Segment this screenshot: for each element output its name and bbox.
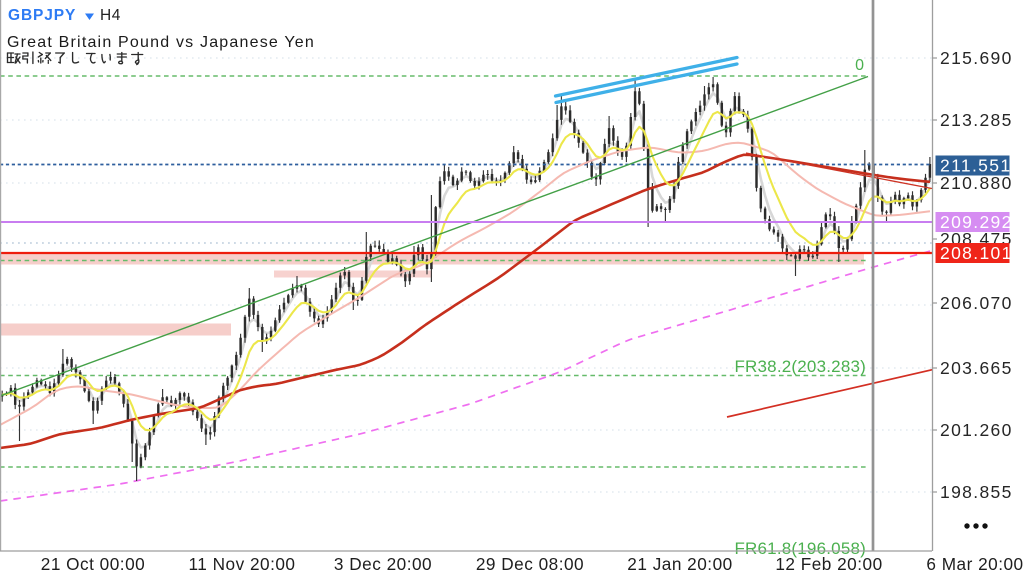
svg-text:203.665: 203.665 bbox=[940, 358, 1013, 378]
svg-text:201.260: 201.260 bbox=[940, 420, 1013, 440]
svg-text:12 Feb 20:00: 12 Feb 20:00 bbox=[775, 554, 882, 574]
svg-text:211.551: 211.551 bbox=[940, 156, 1011, 176]
svg-text:6 Mar 20:00: 6 Mar 20:00 bbox=[926, 554, 1023, 574]
svg-text:213.285: 213.285 bbox=[940, 110, 1013, 130]
svg-text:21 Oct 00:00: 21 Oct 00:00 bbox=[41, 554, 145, 574]
svg-text:198.855: 198.855 bbox=[940, 482, 1013, 502]
svg-text:GBPJPY: GBPJPY bbox=[8, 7, 76, 24]
svg-text:Great Britain Pound vs Japanes: Great Britain Pound vs Japanese Yen bbox=[7, 34, 315, 51]
svg-text:206.070: 206.070 bbox=[940, 293, 1013, 313]
svg-text:0: 0 bbox=[855, 57, 864, 74]
svg-text:208.101: 208.101 bbox=[940, 243, 1013, 263]
svg-text:215.690: 215.690 bbox=[940, 48, 1013, 68]
svg-text:3 Dec 20:00: 3 Dec 20:00 bbox=[334, 554, 432, 574]
svg-text:FR38.2(203.283): FR38.2(203.283) bbox=[734, 357, 866, 376]
svg-text:H4: H4 bbox=[100, 7, 121, 24]
svg-text:29 Dec 08:00: 29 Dec 08:00 bbox=[476, 554, 584, 574]
svg-text:11 Nov 20:00: 11 Nov 20:00 bbox=[189, 554, 296, 574]
svg-text:FR61.8(196.058): FR61.8(196.058) bbox=[734, 539, 866, 558]
svg-text:21 Jan 20:00: 21 Jan 20:00 bbox=[627, 554, 732, 574]
svg-text:209.292: 209.292 bbox=[940, 212, 1013, 232]
svg-text:210.880: 210.880 bbox=[940, 173, 1013, 193]
